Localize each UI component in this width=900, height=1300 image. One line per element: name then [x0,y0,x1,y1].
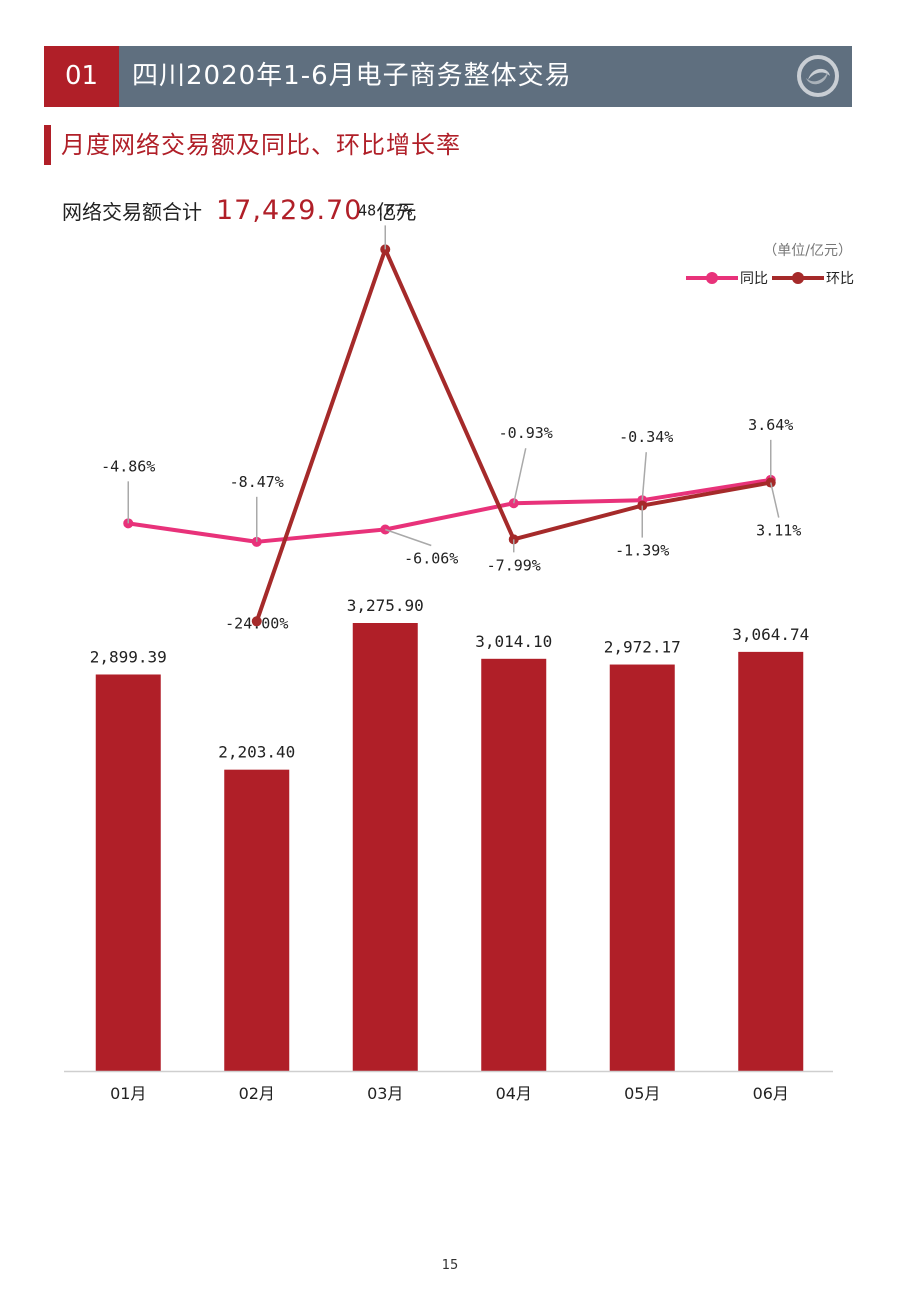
line-series-yoy [127,477,772,544]
chart-heading-text: 月度网络交易额及同比、环比增长率 [61,131,461,159]
bar-04月 [481,658,547,1071]
line-value-label: -4.86% [101,457,155,475]
line-value-label: 3.11% [756,522,801,540]
chart-legend: 同比 环比 [682,268,854,288]
section-title: 四川2020年1-6月电子商务整体交易 [132,61,572,91]
legend-swatch-yoy [686,268,738,288]
bar-02月 [224,769,290,1071]
x-tick-label: 03月 [367,1084,403,1103]
leader-line [641,452,647,501]
company-logo-icon [797,55,839,97]
bar-value-label: 2,972.17 [604,638,681,657]
line-value-label: 3.64% [748,416,793,434]
total-label: 网络交易额合计 [62,200,202,224]
bar-03月 [352,623,418,1071]
section-number: 01 [44,46,119,107]
line-value-label: -24.00% [225,614,288,632]
x-tick-label: 04月 [496,1084,532,1103]
bar-06月 [738,651,804,1071]
combo-chart: 2,899.39 01月 2,203.40 02月 3,275.90 03月 3,014.1… [64,201,833,1103]
legend-label-mom: 环比 [826,271,854,287]
bar-01月 [95,674,161,1071]
heading-accent-bar [44,125,51,165]
total-summary: 网络交易额合计 17,429.70 亿元 [62,195,416,226]
x-tick-label: 02月 [239,1084,275,1103]
line-value-label: -0.34% [619,428,673,446]
total-value: 17,429.70 [216,195,363,226]
x-tick-label: 01月 [110,1084,146,1103]
leader-line [513,448,527,504]
section-header: 01 四川2020年1-6月电子商务整体交易 [44,46,852,107]
leader-line [385,528,432,547]
bar-value-label: 3,275.90 [347,596,424,615]
x-tick-label: 06月 [753,1084,789,1103]
legend-item-mom: 环比 [772,268,854,288]
bar-value-label: 2,203.40 [218,743,295,762]
line-value-label: -0.93% [499,424,553,442]
line-value-label: -8.47% [230,473,284,491]
line-value-label: -7.99% [487,556,541,574]
line-point-mom [251,616,262,627]
legend-swatch-mom [772,268,824,288]
total-unit: 亿元 [376,200,417,224]
line-value-label: 48.67% [358,201,412,219]
bar-value-label: 2,899.39 [90,647,167,666]
bar-value-label: 3,014.10 [475,632,552,651]
line-value-label: -6.06% [404,549,458,567]
line-value-label: -1.39% [615,542,669,560]
legend-item-yoy: 同比 [686,268,768,288]
x-tick-label: 05月 [624,1084,660,1103]
leader-line [770,482,780,518]
bar-value-label: 3,064.74 [732,625,809,644]
unit-note: （单位/亿元） [763,243,852,259]
page-number: 15 [441,1258,459,1273]
legend-label-yoy: 同比 [740,271,768,287]
bar-05月 [609,664,675,1071]
